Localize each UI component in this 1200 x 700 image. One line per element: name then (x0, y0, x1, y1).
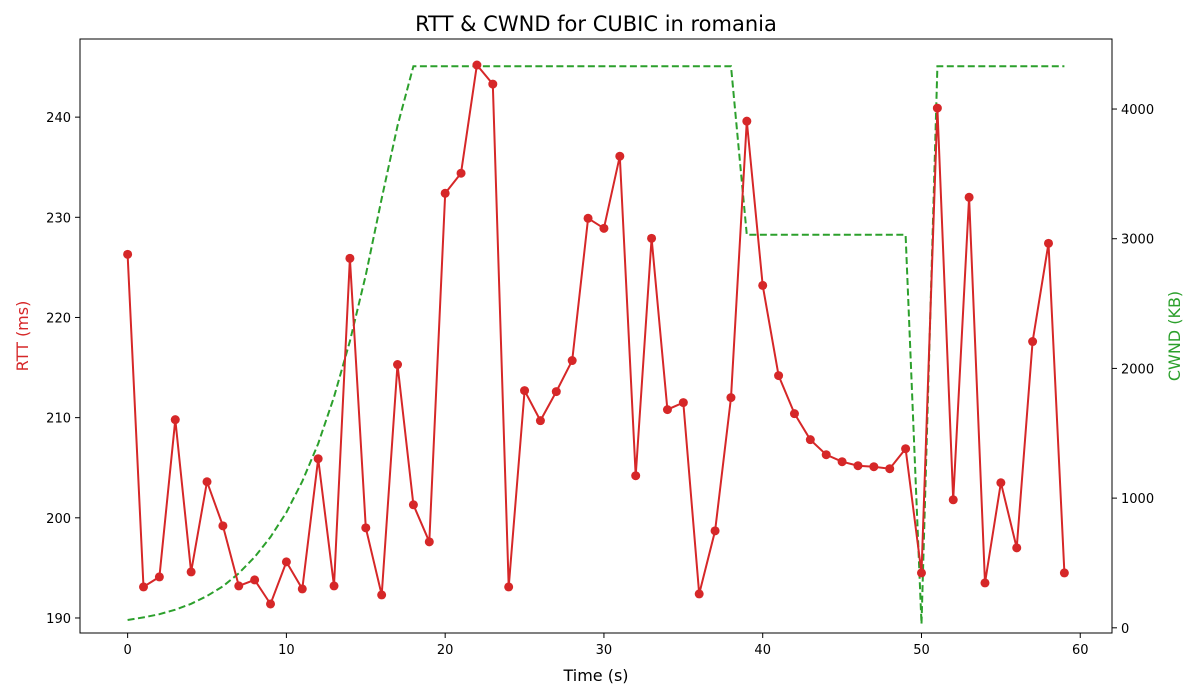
rtt-point (313, 454, 323, 464)
y-left-axis-title: RTT (ms) (13, 301, 32, 372)
rtt-point (885, 464, 895, 474)
x-tick-label: 0 (123, 643, 131, 658)
y-right-tick-label: 4000 (1121, 103, 1154, 118)
rtt-point (837, 457, 847, 467)
rtt-point (440, 188, 450, 198)
rtt-point (504, 582, 514, 592)
rtt-point (726, 393, 736, 403)
plot-frame (79, 38, 1113, 634)
rtt-point (694, 589, 704, 599)
x-axis-title: Time (s) (562, 666, 628, 685)
rtt-point (678, 398, 688, 408)
rtt-point (901, 444, 911, 454)
rtt-point (948, 495, 958, 505)
rtt-point (615, 151, 625, 161)
cwnd-series-line (127, 65, 1065, 624)
rtt-point (932, 103, 942, 113)
rtt-point (1043, 238, 1053, 248)
y-left-tick-label: 240 (46, 111, 71, 126)
rtt-point (520, 386, 530, 396)
rtt-point (1012, 543, 1022, 553)
x-tick-label: 50 (913, 643, 930, 658)
x-tick-label: 60 (1072, 643, 1089, 658)
rtt-point (567, 356, 577, 366)
rtt-point (853, 461, 863, 471)
y-left-tick-label: 200 (46, 512, 71, 527)
rtt-point (583, 213, 593, 223)
rtt-point (186, 567, 196, 577)
rtt-point (297, 584, 307, 594)
y-left-tick-label: 230 (46, 211, 71, 226)
y-right-axis-title: CWND (KB) (1165, 291, 1184, 381)
rtt-point (916, 568, 926, 578)
rtt-point (647, 233, 657, 243)
rtt-point (662, 405, 672, 415)
rtt-point (250, 575, 260, 585)
y-left-tick-label: 210 (46, 412, 71, 427)
rtt-point (377, 590, 387, 600)
rtt-series-line (126, 62, 1066, 607)
rtt-point (488, 79, 498, 89)
rtt-point (1028, 337, 1038, 347)
rtt-point (123, 249, 133, 259)
rtt-point (996, 478, 1006, 488)
rtt-point (139, 582, 149, 592)
rtt-point (631, 471, 641, 481)
rtt-point (758, 280, 768, 290)
x-tick-label: 20 (437, 643, 454, 658)
y-left-tick-label: 190 (46, 612, 71, 627)
rtt-point (456, 168, 466, 178)
x-tick-label: 10 (278, 643, 295, 658)
y-right-tick-label: 1000 (1121, 492, 1154, 507)
rtt-point (424, 537, 434, 547)
rtt-point (774, 371, 784, 381)
rtt-point (869, 462, 879, 472)
rtt-point (472, 60, 482, 70)
rtt-point (964, 192, 974, 202)
y-right-tick-label: 0 (1121, 622, 1129, 637)
rtt-point (742, 116, 752, 126)
rtt-point (170, 415, 180, 425)
rtt-point (408, 500, 418, 510)
rtt-point (535, 416, 545, 426)
rtt-point (329, 581, 339, 591)
rtt-point (266, 599, 276, 609)
rtt-point (789, 409, 799, 419)
rtt-point (805, 435, 815, 445)
rtt-point (710, 526, 720, 536)
rtt-point (202, 477, 212, 487)
ticks-layer: 0 10 20 30 40 50 60 190 200 210 220 230 240 0 1000 2000… (46, 103, 1154, 658)
x-tick-label: 30 (596, 643, 613, 658)
rtt-point (821, 450, 831, 460)
rtt-point (361, 523, 371, 533)
rtt-point (1059, 568, 1069, 578)
plot-layer (123, 60, 1069, 624)
y-right-tick-label: 2000 (1121, 362, 1154, 377)
y-left-tick-label: 220 (46, 311, 71, 326)
rtt-point (599, 223, 609, 233)
x-tick-label: 40 (754, 643, 771, 658)
rtt-point (345, 253, 355, 263)
y-right-tick-label: 3000 (1121, 233, 1154, 248)
rtt-point (154, 572, 164, 582)
rtt-point (218, 521, 228, 531)
rtt-point (281, 557, 291, 567)
rtt-point (551, 387, 561, 397)
rtt-point (393, 360, 403, 370)
rtt-point (234, 581, 244, 591)
rtt-point (980, 578, 990, 588)
chart-title: RTT & CWND for CUBIC in romania (415, 12, 777, 36)
